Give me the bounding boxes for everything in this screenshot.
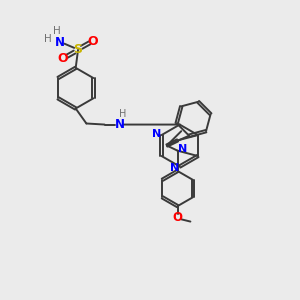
Text: N: N	[152, 129, 161, 139]
Text: O: O	[172, 212, 183, 224]
Text: N: N	[115, 118, 124, 131]
Text: O: O	[88, 34, 98, 48]
Text: N: N	[170, 163, 179, 173]
Text: N: N	[178, 144, 188, 154]
Text: O: O	[58, 52, 68, 65]
Text: N: N	[55, 36, 65, 49]
Text: S: S	[74, 43, 82, 56]
Text: H: H	[119, 109, 126, 119]
Text: H: H	[44, 34, 51, 44]
Text: H: H	[53, 26, 61, 36]
